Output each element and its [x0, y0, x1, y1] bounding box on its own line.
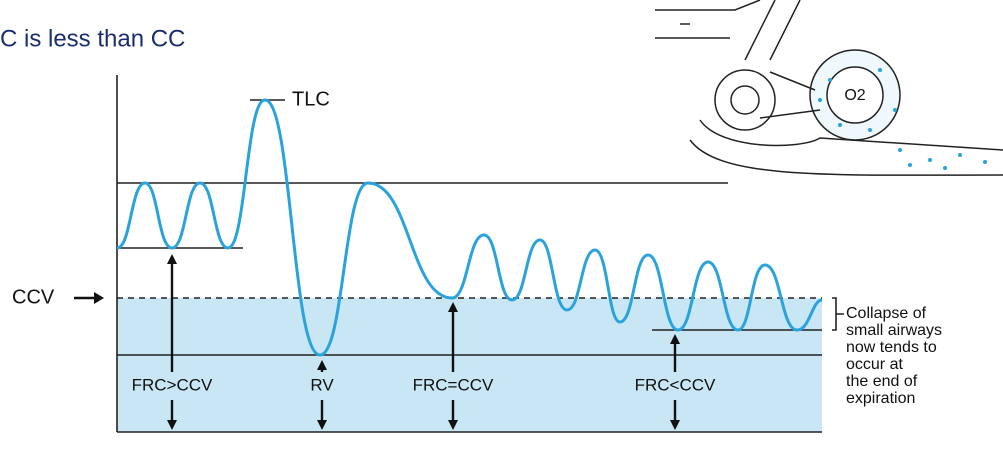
frc-lt-label: FRC<CCV	[635, 375, 716, 394]
note-line: Collapse of	[846, 305, 927, 322]
alveolus-sketch	[655, 0, 1003, 175]
note-line: small airways	[846, 322, 942, 339]
note-line: now tends to	[846, 339, 937, 356]
diagram: C is less than CC TLC CCV FRC>CCV RV FRC…	[0, 0, 1003, 452]
note: Collapse of small airways now tends to o…	[846, 305, 942, 407]
collapse-zone	[117, 298, 822, 432]
title: C is less than CC	[0, 25, 185, 52]
note-line: occur at	[846, 356, 903, 373]
frc-eq-label: FRC=CCV	[413, 375, 494, 394]
note-line: the end of	[846, 373, 918, 390]
rv-label: RV	[310, 375, 334, 394]
bracket	[832, 298, 844, 330]
o2-label: O2	[844, 87, 865, 104]
note-line: expiration	[846, 390, 915, 407]
tlc-label: TLC	[292, 88, 330, 110]
ccv-label: CCV	[12, 286, 55, 308]
arrow-head	[94, 292, 104, 304]
frc-gt-label: FRC>CCV	[132, 375, 213, 394]
